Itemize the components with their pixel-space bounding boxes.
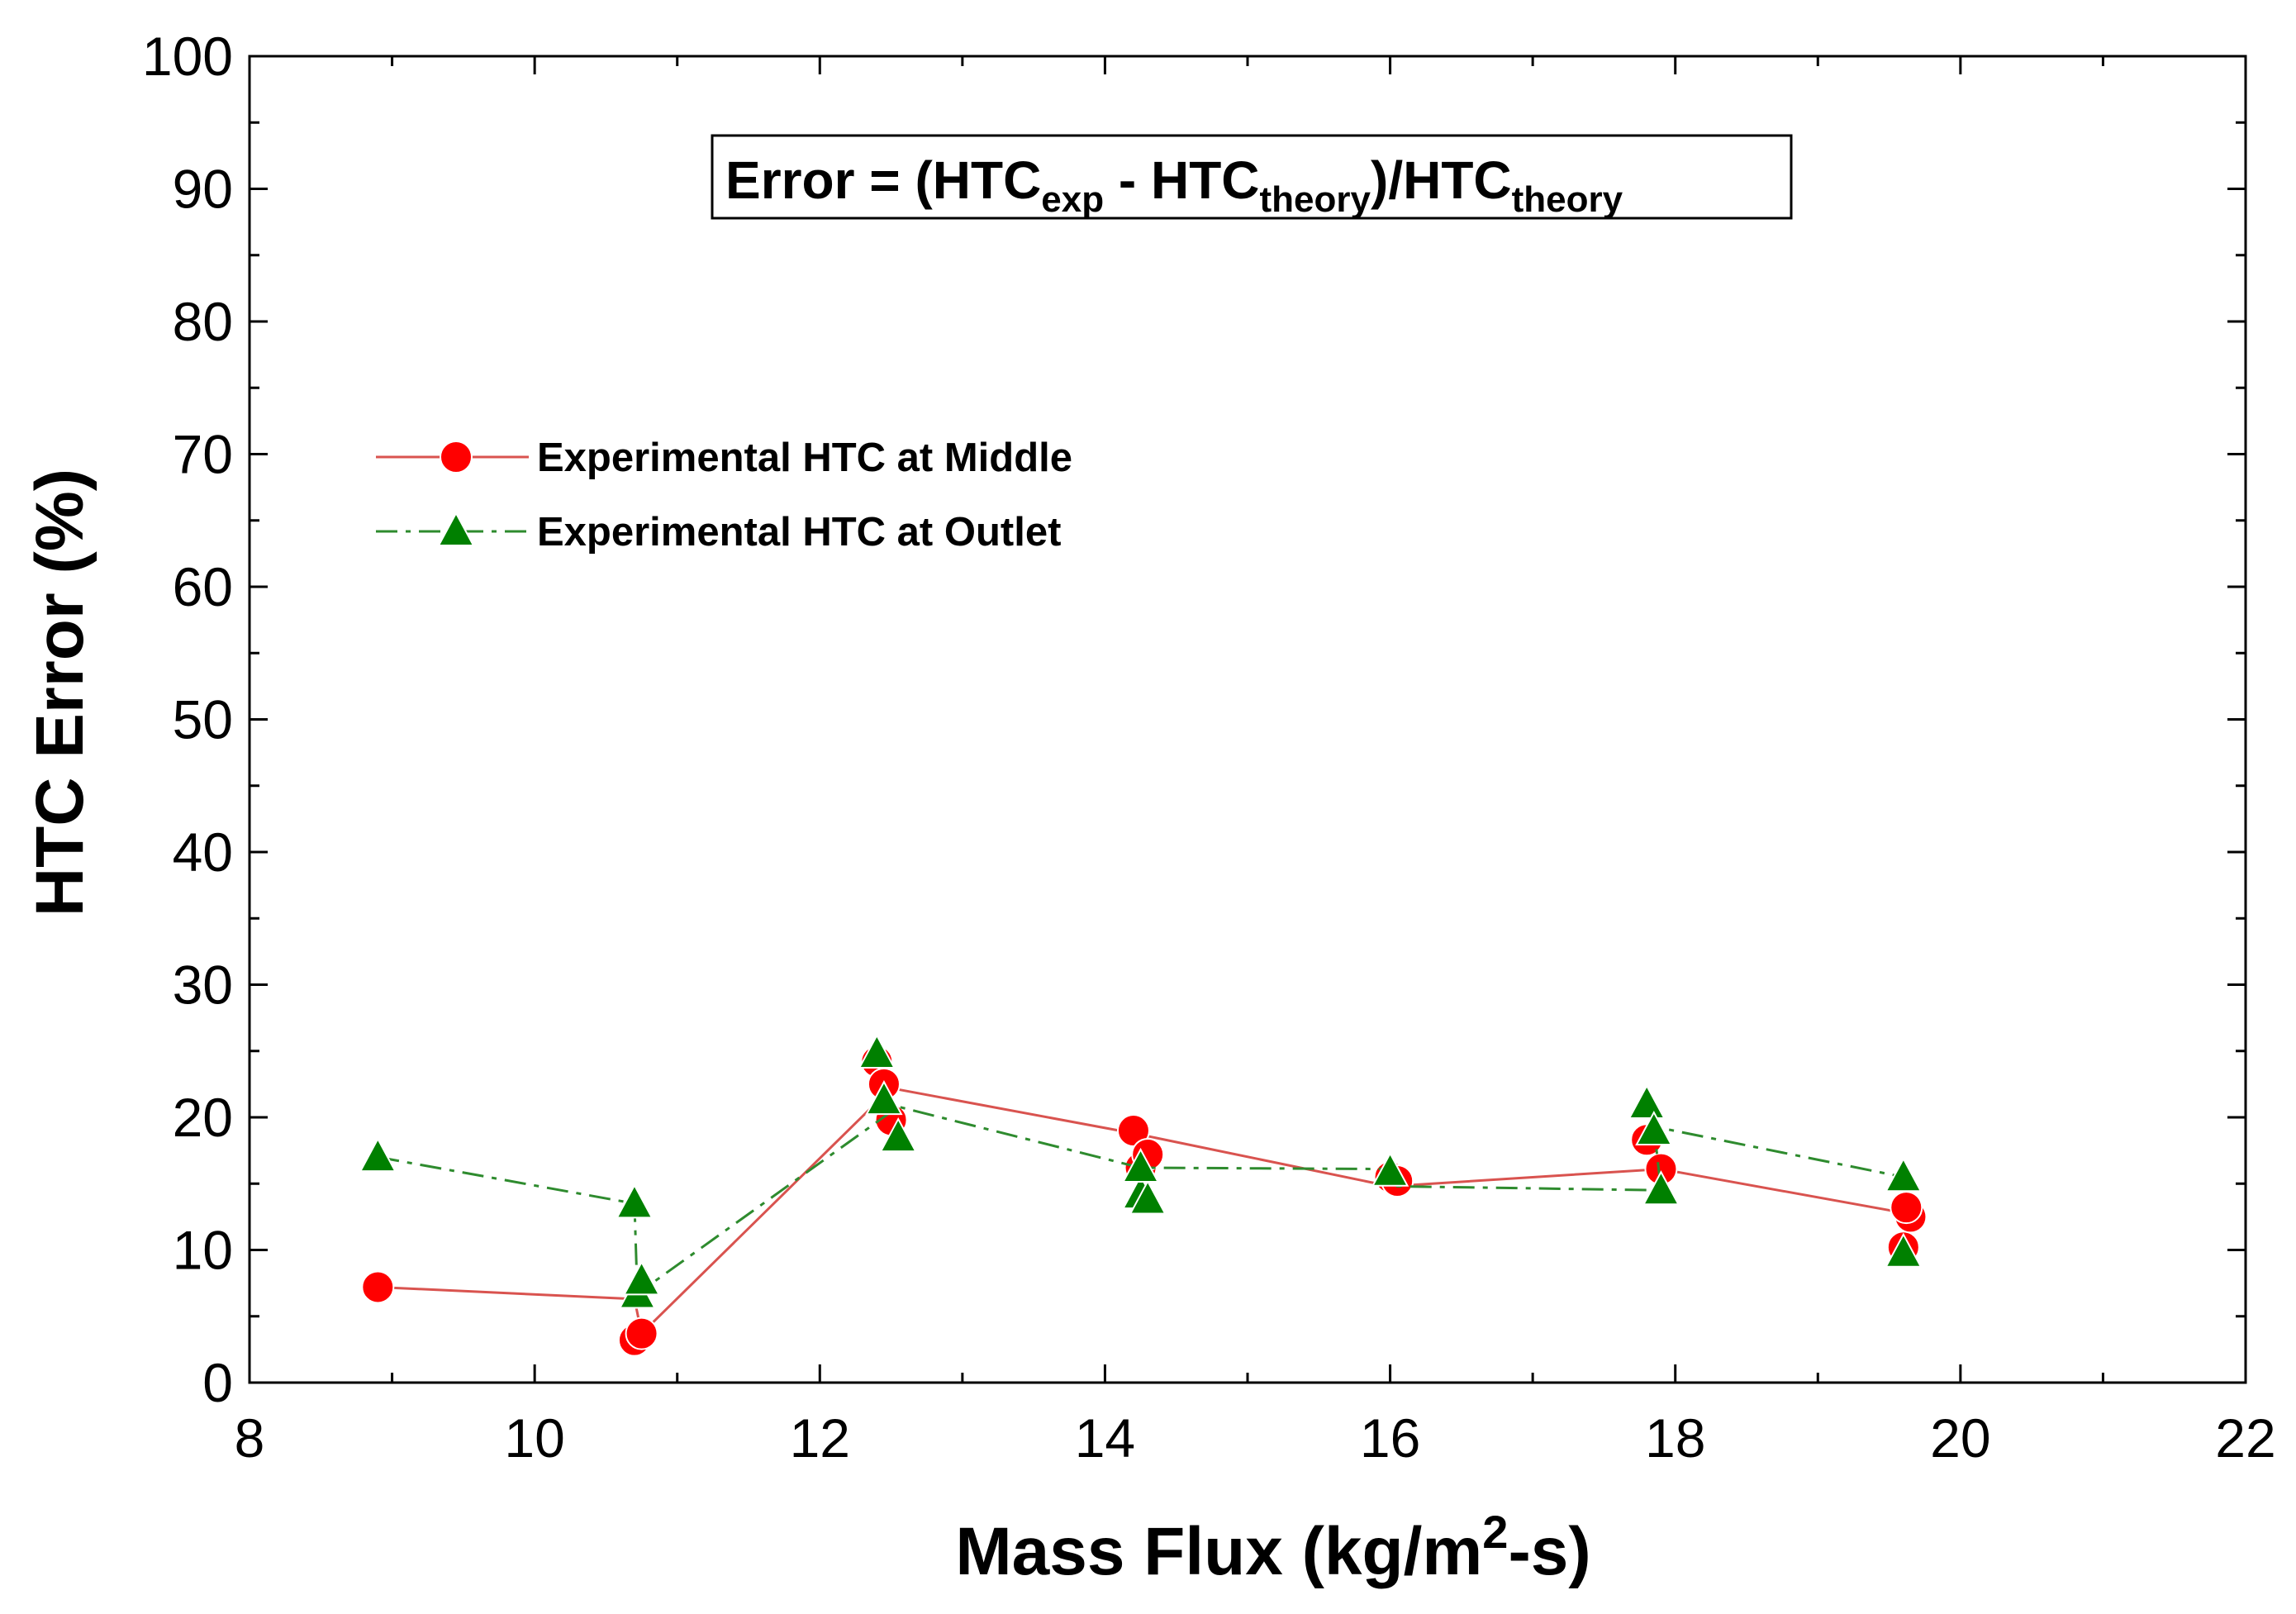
data-point-triangle — [359, 1137, 397, 1173]
axes: 8 10 12 14 16 18 20 22 0 10 20 30 40 50 60 70 80 90 100 — [142, 26, 2276, 1469]
plot-frame — [248, 55, 2247, 1384]
annotation-box — [711, 134, 1793, 220]
y-tick-label: 40 — [173, 821, 233, 883]
y-axis-title: HTC Error (%) — [22, 469, 97, 917]
legend-marker-middle — [440, 440, 473, 474]
y-tick-label: 100 — [142, 26, 233, 87]
data-point-triangle — [858, 1033, 896, 1069]
x-axis-title: Mass Flux (kg/m2-s) — [955, 1506, 1590, 1589]
x-tick-label: 22 — [2215, 1407, 2275, 1469]
y-tick-label: 10 — [173, 1220, 233, 1281]
series-layer — [359, 1033, 1928, 1357]
data-point-circle — [361, 1270, 395, 1304]
y-tick-label: 20 — [173, 1087, 233, 1148]
data-point-triangle — [622, 1260, 661, 1296]
data-point-circle — [625, 1316, 658, 1350]
legend: Experimental HTC at Middle Experimental … — [376, 436, 1072, 555]
x-tick-label: 18 — [1645, 1407, 1705, 1469]
data-point-circle — [1890, 1191, 1923, 1225]
y-tick-label: 90 — [173, 159, 233, 220]
y-tick-label: 50 — [173, 689, 233, 750]
y-tick-label: 80 — [173, 291, 233, 352]
legend-marker-outlet — [437, 511, 475, 546]
x-tick-label: 20 — [1930, 1407, 1990, 1469]
legend-label-middle: Experimental HTC at Middle — [537, 436, 1072, 480]
data-point-triangle — [1635, 1110, 1673, 1146]
data-point-triangle — [1628, 1083, 1666, 1119]
x-tick-label: 10 — [504, 1407, 564, 1469]
data-point-triangle — [616, 1183, 654, 1219]
y-tick-label: 0 — [202, 1352, 233, 1413]
series-outlet — [359, 1033, 1923, 1309]
y-tick-label: 60 — [173, 556, 233, 617]
y-tick-label: 30 — [173, 955, 233, 1016]
x-tick-label: 8 — [235, 1407, 265, 1469]
legend-label-outlet: Experimental HTC at Outlet — [537, 510, 1061, 555]
data-point-triangle — [1885, 1157, 1923, 1193]
data-point-triangle — [1121, 1147, 1160, 1183]
annotation-text: Error = (HTCexp - HTCtheory)/HTCtheory — [725, 150, 1623, 220]
error-formula-annotation: Error = (HTCexp - HTCtheory)/HTCtheory — [711, 134, 1793, 220]
x-tick-label: 14 — [1075, 1407, 1135, 1469]
x-tick-label: 12 — [790, 1407, 850, 1469]
data-point-triangle — [1642, 1170, 1680, 1206]
data-point-triangle — [865, 1080, 903, 1116]
data-point-triangle — [879, 1116, 917, 1153]
y-tick-label: 70 — [173, 424, 233, 485]
x-tick-label: 16 — [1360, 1407, 1420, 1469]
data-point-triangle — [1129, 1179, 1167, 1215]
data-point-triangle — [1885, 1232, 1923, 1268]
series-line — [378, 1105, 1904, 1297]
data-point-triangle — [1371, 1151, 1409, 1187]
